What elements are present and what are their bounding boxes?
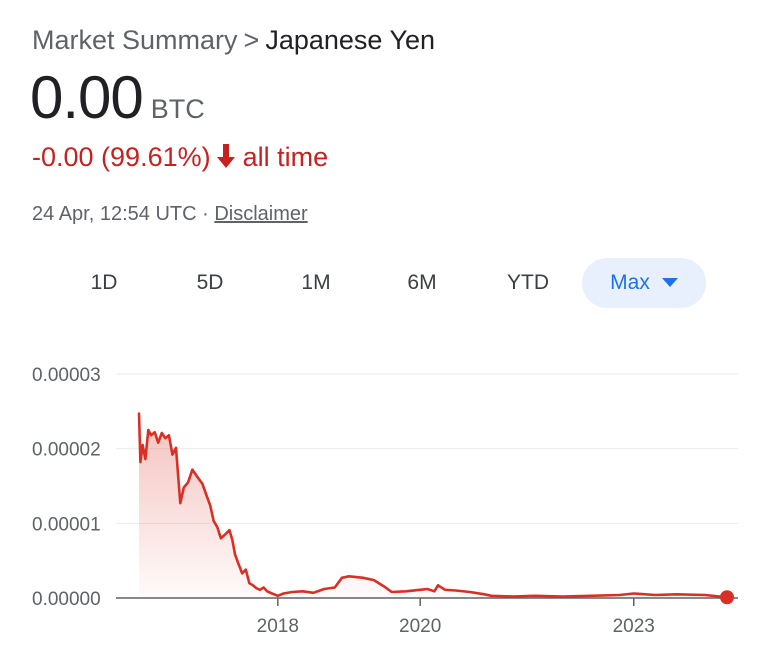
tab-1d[interactable]: 1D (72, 258, 136, 308)
change-period: all time (242, 142, 329, 172)
tab-5d[interactable]: 5D (178, 258, 242, 308)
tab-label: 5D (196, 271, 224, 294)
price-row: 0.00 BTC (30, 62, 205, 134)
y-tick-label: 0.00001 (32, 514, 101, 535)
breadcrumb-current: Japanese Yen (265, 25, 436, 55)
x-tick-label: 2018 (257, 616, 299, 637)
tab-6m[interactable]: 6M (390, 258, 454, 308)
price-change: -0.00 (99.61%) all time (32, 140, 328, 174)
current-price-dot[interactable] (720, 590, 734, 605)
y-tick-label: 0.00003 (32, 365, 101, 386)
tab-label: 1M (301, 271, 331, 294)
breadcrumb-parent[interactable]: Market Summary (32, 25, 238, 55)
tab-label: 1D (90, 271, 118, 294)
tab-1m[interactable]: 1M (284, 258, 348, 308)
caret-down-icon (661, 278, 678, 287)
y-tick-label: 0.00000 (32, 589, 101, 610)
tab-label: 6M (407, 271, 437, 294)
price-chart: 0.00003 0.00002 0.00001 0.00000 2018 2020 202… (32, 365, 738, 637)
disclaimer-link[interactable]: Disclaimer (214, 203, 308, 225)
price-currency: BTC (150, 94, 205, 124)
x-tick-label: 2023 (613, 616, 655, 637)
timestamp: 24 Apr, 12:54 UTC (32, 203, 197, 225)
breadcrumb-separator: > (243, 25, 260, 55)
breadcrumb: Market Summary > Japanese Yen (32, 22, 435, 58)
change-text: -0.00 (99.61%) (32, 142, 211, 172)
tab-max[interactable]: Max (582, 258, 706, 308)
x-axis-labels: 2018 2020 2023 (257, 598, 655, 637)
tab-label: YTD (507, 271, 549, 294)
x-tick-label: 2020 (399, 616, 441, 637)
series-line (137, 412, 729, 599)
tab-label: Max (610, 271, 650, 294)
range-tabs: 1D 5D 1M 6M YTD Max (0, 258, 768, 308)
y-tick-label: 0.00002 (32, 440, 101, 461)
arrow-down-icon (216, 144, 235, 168)
tab-ytd[interactable]: YTD (494, 258, 562, 308)
price-value: 0.00 (30, 64, 144, 131)
y-axis-labels: 0.00003 0.00002 0.00001 0.00000 (32, 365, 101, 610)
meta-row: 24 Apr, 12:54 UTC · Disclaimer (32, 200, 308, 228)
series-area (139, 413, 727, 598)
meta-separator: · (202, 203, 209, 225)
